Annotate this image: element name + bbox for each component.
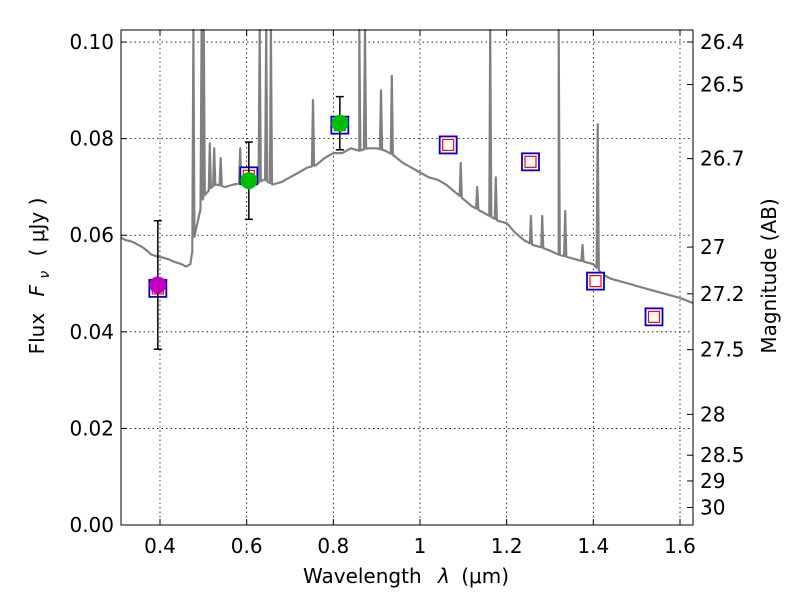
x-tick-label: 0.6	[231, 534, 263, 558]
y-tick-label: 0.10	[69, 30, 114, 54]
model-photometry-inner-square	[442, 138, 455, 152]
model-photometry-inner-square	[647, 310, 661, 323]
magnitude-tick-label: 26.5	[700, 73, 745, 97]
magnitude-tick-label: 30	[700, 495, 725, 519]
x-tick-label: 1.6	[664, 534, 696, 558]
y-axis-title-symbol: F	[25, 284, 49, 296]
magnitude-tick-label: 27	[700, 235, 725, 259]
y-tick-label: 0.08	[69, 127, 114, 151]
magnitude-axis-title: Magnitude (AB)	[757, 198, 781, 353]
observed-photometry	[149, 95, 349, 350]
y-axis-title: Flux F ν ( μJy )	[25, 198, 54, 355]
magnitude-tick-label: 26.4	[700, 30, 745, 54]
magnitude-tick-label: 28	[700, 402, 725, 426]
x-axis-title-symbol: λ	[437, 564, 450, 588]
x-axis-title-unit: (μm)	[461, 564, 509, 588]
magnitude-tick-label: 27.5	[700, 338, 745, 362]
x-tick-label: 0.4	[144, 534, 176, 558]
y-axis-title-subscript: ν	[37, 271, 53, 279]
y-axis-title-unit: ( μJy )	[25, 198, 49, 257]
observed-point	[149, 276, 167, 294]
y-tick-label: 0.04	[69, 320, 114, 344]
x-tick-label: 1	[414, 534, 427, 558]
magnitude-tick-label: 29	[700, 469, 725, 493]
x-tick-label: 1.4	[577, 534, 609, 558]
plot-frame	[120, 29, 694, 526]
magnitude-tick-label: 26.7	[700, 147, 745, 171]
ticks: 0.4 0.6 0.8 1 1.2 1.4 1.6 0.00 0.02 0.04 0.06 0.08 0…	[69, 30, 745, 558]
x-axis-title: Wavelength λ (μm)	[303, 564, 509, 588]
model-spectrum-line	[120, 28, 694, 304]
model-photometry-inner-square	[524, 155, 537, 168]
observed-point	[331, 114, 349, 132]
y-tick-label: 0.06	[69, 223, 114, 247]
x-tick-label: 1.2	[491, 534, 523, 558]
y-tick-label: 0.02	[69, 416, 114, 440]
x-axis-title-prefix: Wavelength	[303, 564, 422, 588]
magnitude-tick-label: 28.5	[700, 443, 745, 467]
y-tick-label: 0.00	[69, 513, 114, 537]
magnitude-tick-label: 27.2	[700, 282, 745, 306]
model-photometry-inner-square	[589, 275, 602, 288]
grid	[121, 30, 693, 526]
model-spectrum	[120, 28, 694, 304]
y-axis-title-prefix: Flux	[25, 313, 49, 355]
model-photometry	[148, 115, 664, 327]
x-tick-label: 0.8	[317, 534, 349, 558]
observed-point	[240, 172, 258, 190]
